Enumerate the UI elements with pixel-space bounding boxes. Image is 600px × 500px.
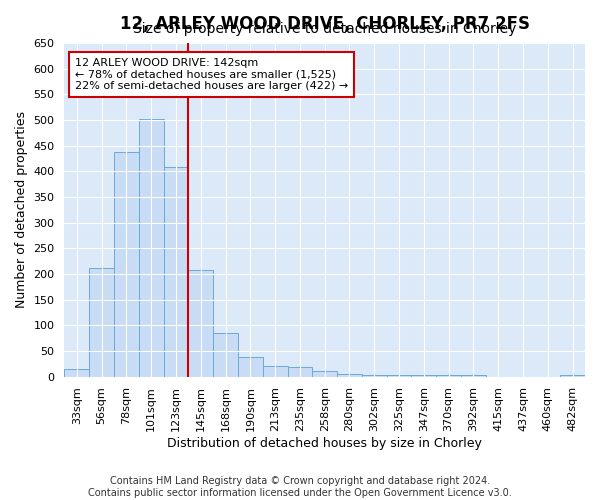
- Text: Size of property relative to detached houses in Chorley: Size of property relative to detached ho…: [133, 22, 517, 36]
- Bar: [263, 366, 287, 376]
- Bar: [164, 167, 188, 376]
- Text: 12 ARLEY WOOD DRIVE: 142sqm
← 78% of detached houses are smaller (1,525)
22% of : 12 ARLEY WOOD DRIVE: 142sqm ← 78% of det…: [75, 58, 348, 91]
- X-axis label: Distribution of detached houses by size in Chorley: Distribution of detached houses by size …: [167, 437, 482, 450]
- Title: 12, ARLEY WOOD DRIVE, CHORLEY, PR7 2FS: 12, ARLEY WOOD DRIVE, CHORLEY, PR7 2FS: [120, 15, 530, 33]
- Bar: [560, 374, 585, 376]
- Bar: [461, 374, 486, 376]
- Bar: [114, 152, 139, 376]
- Bar: [386, 374, 412, 376]
- Bar: [89, 268, 114, 376]
- Bar: [362, 374, 386, 376]
- Bar: [287, 368, 313, 376]
- Text: Contains HM Land Registry data © Crown copyright and database right 2024.
Contai: Contains HM Land Registry data © Crown c…: [88, 476, 512, 498]
- Bar: [238, 357, 263, 376]
- Y-axis label: Number of detached properties: Number of detached properties: [15, 111, 28, 308]
- Bar: [436, 374, 461, 376]
- Bar: [313, 372, 337, 376]
- Bar: [139, 119, 164, 376]
- Bar: [213, 333, 238, 376]
- Bar: [64, 369, 89, 376]
- Bar: [188, 270, 213, 376]
- Bar: [337, 374, 362, 376]
- Bar: [412, 374, 436, 376]
